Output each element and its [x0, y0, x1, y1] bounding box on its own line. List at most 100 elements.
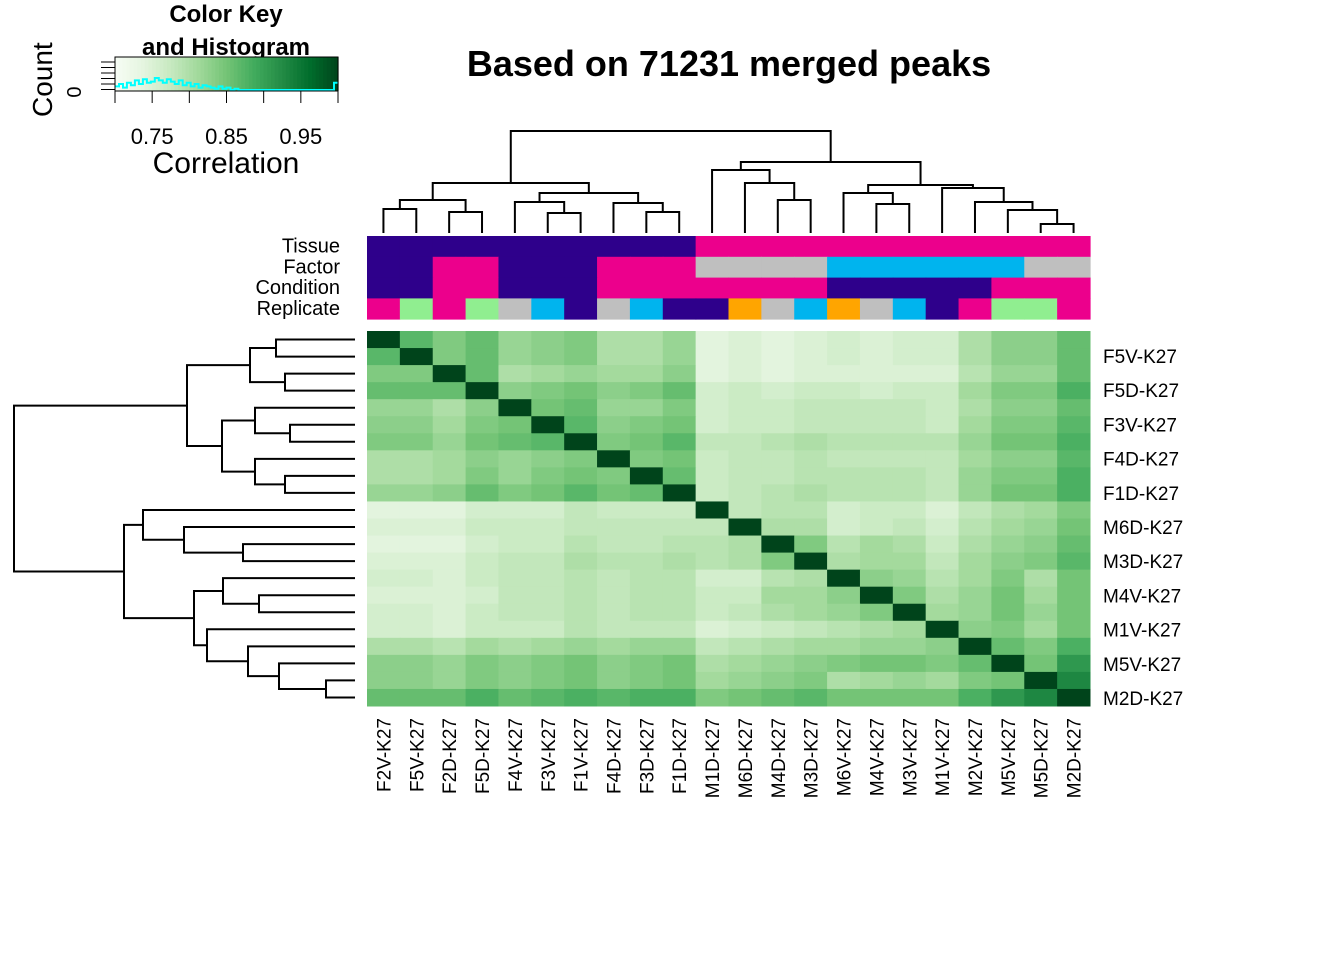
heatmap-cell — [465, 620, 499, 639]
heatmap-cell — [498, 467, 532, 485]
heatmap-cell — [1024, 331, 1058, 349]
heatmap-cell — [498, 416, 532, 434]
annotation-cell — [958, 236, 993, 258]
heatmap-cell — [432, 586, 467, 605]
heatmap-cell — [695, 603, 729, 622]
heatmap-cell — [859, 637, 894, 656]
annotation-cell — [1024, 236, 1058, 258]
annotation-cell — [1024, 277, 1058, 299]
heatmap-cell — [564, 399, 598, 417]
annotation-cell — [827, 236, 861, 258]
color-key-step — [278, 57, 283, 91]
row-dendrogram-branch — [193, 589, 223, 647]
heatmap-cell — [991, 620, 1025, 639]
heatmap-cell — [991, 586, 1025, 605]
heatmap-cell — [399, 671, 434, 690]
heatmap-cell — [1024, 586, 1058, 605]
heatmap-cell — [367, 688, 401, 707]
heatmap-cell — [1024, 688, 1058, 707]
color-key-step — [274, 57, 280, 91]
annotation-cell — [761, 298, 795, 320]
heatmap-cell — [629, 450, 664, 468]
heatmap-cell — [531, 535, 565, 554]
column-label: F5D-K27 — [473, 718, 494, 794]
color-key-step — [311, 57, 317, 91]
annotation-cell — [531, 256, 565, 278]
row-dendrogram-branch — [221, 419, 255, 473]
heatmap-cell — [892, 603, 927, 622]
heatmap-cell — [564, 484, 598, 502]
heatmap-cell — [465, 399, 499, 417]
heatmap-cell — [367, 450, 401, 468]
heatmap-cell — [892, 620, 927, 639]
heatmap-cell — [498, 399, 532, 417]
heatmap-cell — [761, 382, 795, 400]
heatmap-cell — [1057, 603, 1091, 622]
heatmap-cell — [991, 399, 1025, 417]
color-key-tick-label: 0.85 — [205, 124, 248, 149]
heatmap-cell — [728, 365, 762, 383]
heatmap-cell — [1024, 603, 1058, 622]
heatmap-cell — [859, 399, 894, 417]
heatmap-cell — [531, 688, 565, 707]
heatmap-cell — [465, 535, 499, 554]
heatmap-cell — [827, 382, 861, 400]
heatmap-cell — [629, 637, 664, 656]
heatmap-cell — [958, 501, 992, 519]
heatmap-cell — [629, 484, 664, 502]
heatmap-cell — [728, 450, 762, 468]
heatmap-cell — [432, 637, 467, 656]
color-key-step — [193, 57, 198, 91]
annotation-cell — [1057, 298, 1091, 320]
annotation-cell — [991, 256, 1025, 278]
annotation-cell — [564, 277, 598, 299]
heatmap-cell — [465, 331, 499, 349]
column-dendrogram-branch — [612, 202, 664, 233]
heatmap-cell — [695, 535, 729, 554]
heatmap-cell — [399, 688, 434, 707]
heatmap-cell — [827, 552, 861, 571]
heatmap-cell — [399, 586, 434, 605]
column-label: M6V-K27 — [835, 718, 856, 796]
heatmap-cell — [728, 433, 762, 451]
heatmap-cell — [465, 586, 499, 605]
row-label: F5D-K27 — [1103, 381, 1179, 402]
heatmap-cell — [958, 484, 992, 502]
color-key-step — [141, 57, 146, 91]
heatmap-cell — [1024, 416, 1058, 434]
heatmap-cell — [1024, 348, 1058, 366]
heatmap-cell — [432, 331, 467, 349]
heatmap-cell — [432, 416, 467, 434]
color-key-step — [189, 57, 194, 91]
color-key-step — [245, 57, 250, 91]
heatmap-cell — [827, 569, 861, 588]
heatmap-cell — [399, 348, 434, 366]
row-dendrogram-branch — [278, 662, 355, 690]
heatmap-cell — [498, 382, 532, 400]
heatmap-cell — [794, 501, 828, 519]
heatmap-cell — [794, 620, 828, 639]
annotation-cell — [1057, 236, 1091, 258]
heatmap-cell — [399, 620, 434, 639]
heatmap-cell — [958, 348, 992, 366]
heatmap-cell — [1024, 433, 1058, 451]
heatmap-cell — [761, 433, 795, 451]
heatmap-cell — [991, 518, 1025, 537]
heatmap-cell — [892, 331, 927, 349]
heatmap-cell — [925, 382, 960, 400]
heatmap-cell — [531, 586, 565, 605]
heatmap-cell — [925, 620, 960, 639]
row-label: M5V-K27 — [1103, 655, 1181, 676]
heatmap-cell — [629, 671, 664, 690]
annotation-cell — [432, 277, 467, 299]
heatmap-cell — [925, 416, 960, 434]
annotation-cell — [991, 298, 1025, 320]
heatmap-cell — [794, 399, 828, 417]
heatmap-cell — [465, 518, 499, 537]
heatmap-cell — [827, 654, 861, 673]
heatmap-cell — [367, 467, 401, 485]
row-label: M1V-K27 — [1103, 621, 1181, 642]
heatmap-cell — [399, 467, 434, 485]
heatmap-cell — [695, 484, 729, 502]
heatmap-cell — [991, 569, 1025, 588]
